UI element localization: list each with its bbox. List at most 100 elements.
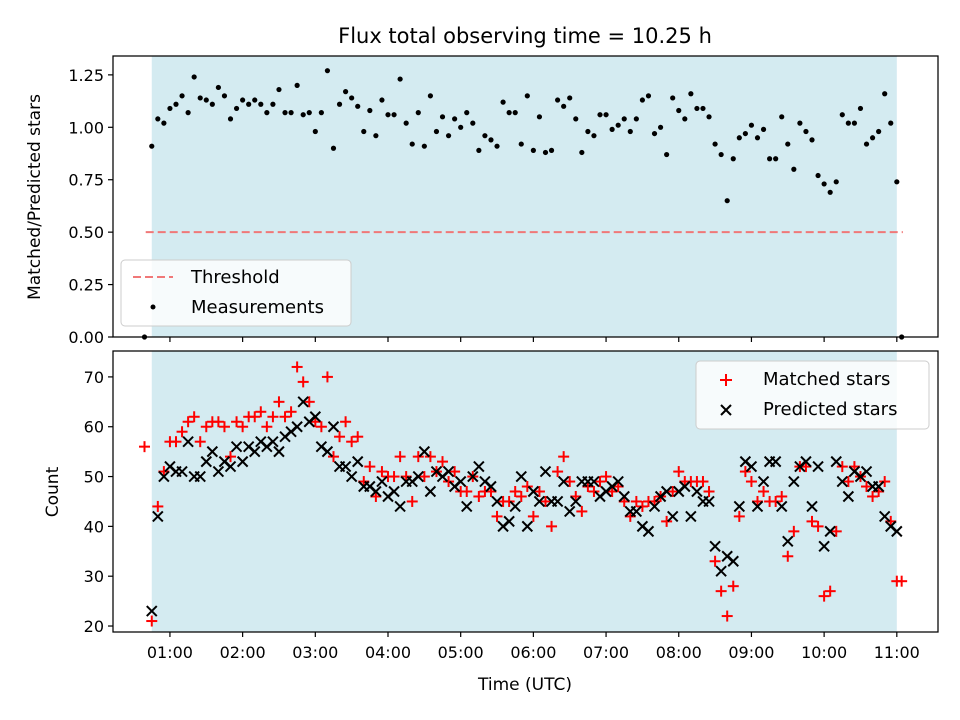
measurement-point [803, 128, 809, 135]
predicted-star-marker [230, 440, 243, 453]
measurement-point [706, 114, 712, 120]
measurement-point [312, 128, 318, 135]
predicted-star-marker [521, 520, 534, 533]
predicted-star-marker [339, 460, 352, 473]
matched-star-marker [667, 486, 679, 497]
matched-star-marker [273, 396, 285, 408]
measurement-point [676, 107, 682, 114]
measurement-point [470, 120, 476, 126]
predicted-star-marker [618, 490, 630, 503]
measurement-point [379, 97, 385, 103]
measurement-point [276, 86, 282, 93]
predicted-star-marker [503, 515, 515, 528]
measurement-point [349, 95, 355, 101]
measurement-point [173, 101, 179, 107]
measurement-point [306, 110, 312, 116]
measurement-point [851, 120, 858, 126]
predicted-star-marker [776, 500, 788, 513]
measurement-point [839, 112, 845, 118]
matched-star-marker [285, 406, 297, 418]
top-y-tick-label: 0.50 [68, 223, 104, 242]
matched-star-marker [461, 486, 473, 497]
predicted-star-marker [515, 470, 527, 483]
predicted-star-marker [818, 540, 830, 553]
predicted-star-marker [327, 421, 340, 433]
predicted-star-marker [836, 475, 849, 488]
measurement-point [591, 133, 597, 139]
matched-star-marker [291, 361, 303, 373]
matched-star-marker [776, 490, 788, 502]
x-tick-label: 07:00 [583, 643, 629, 662]
bottom-x-ticks: 01:00 02:00 03:00 04:00 05:00 06:00 07:00 08:00… [147, 632, 920, 662]
measurement-point [633, 116, 639, 122]
matched-star-marker [340, 416, 352, 428]
matched-star-marker [745, 476, 757, 488]
matched-star-marker [146, 615, 158, 627]
legend-measurements-label: Measurements [191, 297, 324, 318]
matched-star-marker [297, 376, 309, 388]
matched-star-marker [515, 490, 527, 502]
bottom-y-tick-label: 40 [84, 517, 104, 536]
predicted-star-marker [236, 455, 249, 468]
predicted-star-marker [200, 455, 212, 468]
measurement-point [191, 74, 197, 80]
matched-star-marker [437, 456, 449, 468]
predicted-star-marker [788, 475, 800, 488]
predicted-star-marker [570, 495, 582, 508]
top-axes-frame [112, 55, 939, 338]
predicted-star-marker [388, 485, 400, 498]
predicted-star-marker [842, 490, 855, 503]
predicted-star-marker [418, 445, 431, 458]
predicted-star-marker [757, 475, 770, 488]
matched-star-marker [788, 525, 800, 537]
matched-star-marker [879, 476, 891, 488]
measurement-point [651, 130, 658, 137]
measurement-point [427, 93, 434, 99]
predicted-star-marker [152, 510, 164, 523]
measurement-point [452, 116, 458, 122]
predicted-star-marker [557, 475, 570, 488]
measurement-point [403, 120, 409, 126]
matched-star-marker [546, 520, 558, 532]
legend-predicted-swatch [720, 404, 732, 416]
legend-matched-swatch [720, 374, 732, 386]
measurement-point [773, 156, 779, 162]
matched-star-marker [521, 481, 533, 493]
measurement-point [639, 97, 646, 103]
predicted-star-marker [612, 475, 624, 488]
measurement-point [797, 120, 803, 126]
measurement-point [615, 122, 621, 128]
matched-star-marker [836, 461, 848, 473]
top-x-ticks [169, 337, 898, 342]
bottom-y-tick-label: 50 [84, 468, 104, 487]
matched-star-marker [255, 406, 267, 418]
matched-star-marker [588, 486, 600, 497]
predicted-star-marker [727, 555, 739, 567]
measurement-point [815, 172, 821, 179]
predicted-star-marker [473, 460, 485, 473]
predicted-star-marker [703, 495, 715, 508]
bottom-y-axis-label: Count [43, 466, 63, 517]
measurement-points [141, 68, 905, 340]
matched-star-marker [533, 486, 545, 497]
predicted-star-marker [424, 485, 437, 498]
matched-star-marker [449, 466, 461, 478]
predicted-star-marker [291, 421, 303, 433]
matched-star-marker [812, 520, 824, 532]
predicted-star-marker [321, 445, 334, 458]
measurement-point [688, 91, 694, 97]
measurement-point [512, 110, 518, 116]
predicted-star-marker [533, 495, 546, 508]
predicted-star-marker [630, 505, 643, 518]
measurement-point [367, 107, 373, 114]
matched-star-marker [364, 461, 376, 473]
measurement-point [603, 112, 609, 118]
predicted-star-marker [685, 510, 697, 523]
predicted-star-marker [691, 485, 703, 498]
measurement-point [227, 116, 234, 122]
x-tick-label: 09:00 [728, 643, 774, 662]
measurement-point [579, 149, 585, 156]
predicted-star-marker [891, 525, 903, 538]
measurement-point [342, 89, 349, 95]
measurement-point [167, 105, 173, 112]
